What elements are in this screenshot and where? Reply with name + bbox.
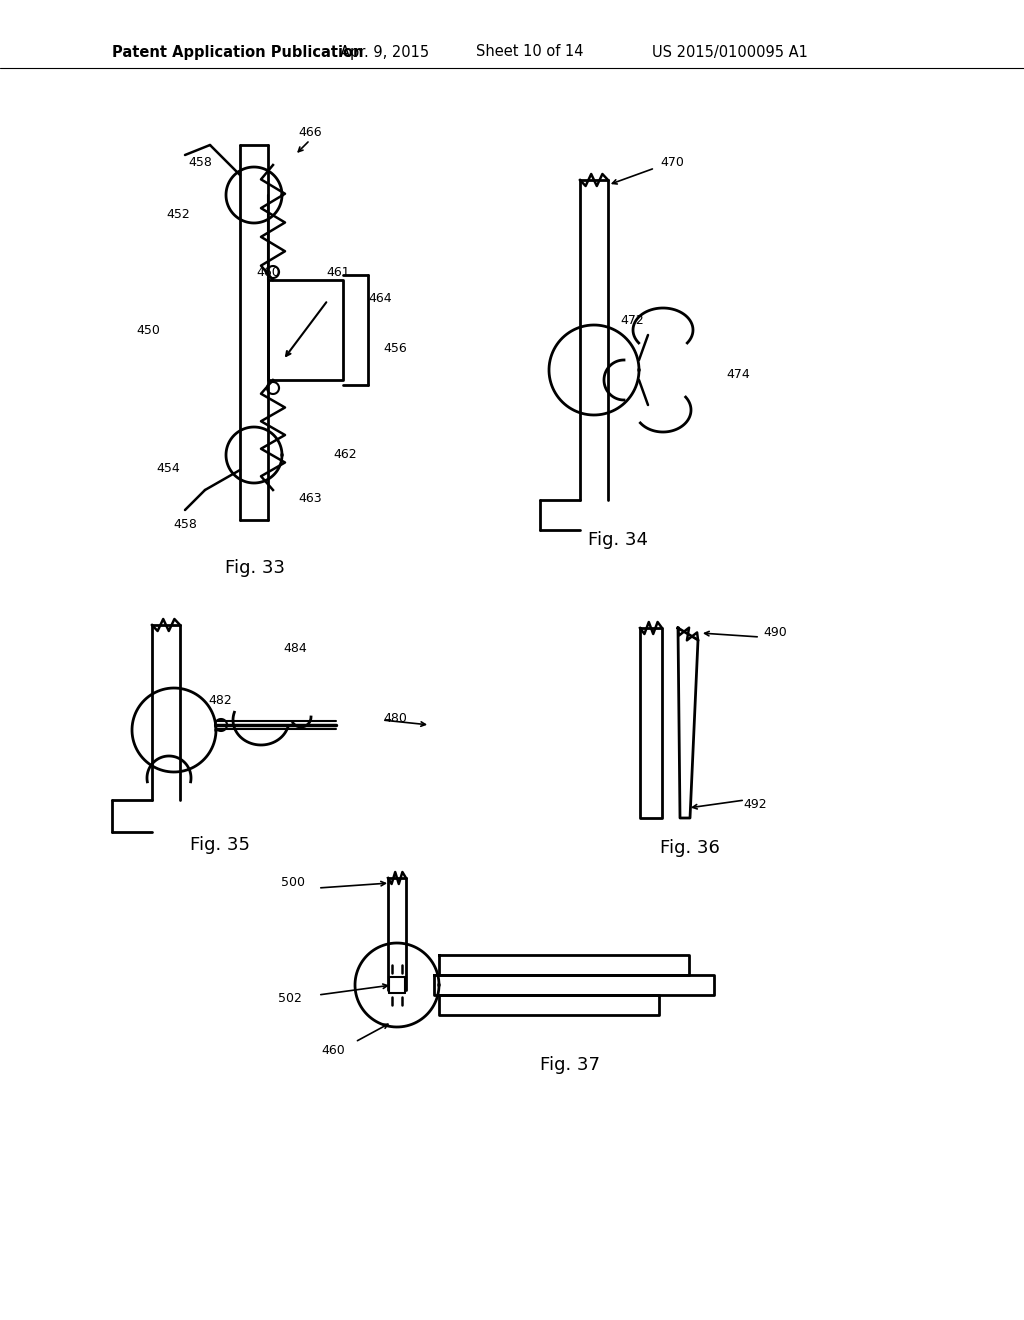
Text: 461: 461: [327, 265, 350, 279]
Text: 484: 484: [283, 642, 307, 655]
Text: Fig. 34: Fig. 34: [588, 531, 648, 549]
Text: 458: 458: [188, 156, 212, 169]
Text: Fig. 35: Fig. 35: [190, 836, 250, 854]
Text: Fig. 33: Fig. 33: [225, 558, 285, 577]
Text: Patent Application Publication: Patent Application Publication: [112, 45, 364, 59]
Text: 460: 460: [256, 265, 280, 279]
Text: 460: 460: [322, 1044, 345, 1056]
Text: 490: 490: [763, 627, 786, 639]
Text: Sheet 10 of 14: Sheet 10 of 14: [476, 45, 584, 59]
Text: 464: 464: [369, 292, 392, 305]
Text: 452: 452: [166, 209, 189, 222]
Text: 466: 466: [298, 125, 322, 139]
Text: 450: 450: [136, 323, 160, 337]
Text: Fig. 37: Fig. 37: [540, 1056, 600, 1074]
Text: 472: 472: [621, 314, 644, 326]
Text: 482: 482: [208, 693, 231, 706]
Text: 462: 462: [333, 449, 356, 462]
Text: 454: 454: [156, 462, 180, 474]
Text: 456: 456: [383, 342, 407, 355]
Text: Apr. 9, 2015: Apr. 9, 2015: [340, 45, 429, 59]
Text: 492: 492: [743, 799, 767, 812]
Text: Fig. 36: Fig. 36: [660, 840, 720, 857]
Text: 463: 463: [298, 491, 322, 504]
Text: 474: 474: [726, 368, 750, 381]
Text: 480: 480: [383, 711, 407, 725]
Text: US 2015/0100095 A1: US 2015/0100095 A1: [652, 45, 808, 59]
Text: 502: 502: [279, 991, 302, 1005]
Text: 500: 500: [281, 875, 305, 888]
Text: 458: 458: [173, 519, 197, 532]
Text: 470: 470: [660, 157, 684, 169]
